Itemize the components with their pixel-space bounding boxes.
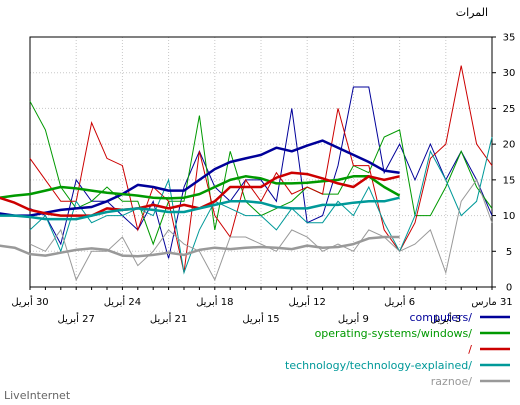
brand-label: LiveInternet — [4, 389, 71, 402]
legend-label: computers/ — [410, 311, 473, 324]
x-ticks: 31 مارس 6 أبريل 12 أبريل 18 أبريل 24 أبريل 30… — [11, 287, 513, 325]
legend-label: technology/technology-explained/ — [285, 359, 472, 372]
x-tick-label: 30 أبريل — [11, 295, 48, 308]
legend: computers/operating-systems/windows/ / tec… — [285, 311, 510, 388]
series-trend-line — [0, 139, 400, 217]
x-tick-label: 6 أبريل — [384, 295, 415, 308]
x-tick-label: 3 أبريل — [430, 312, 461, 325]
y-tick-label: 30 — [503, 68, 516, 79]
y-tick-label: 0 — [506, 283, 512, 294]
legend-label: / — [468, 343, 472, 356]
x-tick-label: 27 أبريل — [58, 312, 95, 325]
series-trend-line — [0, 235, 400, 258]
y-tick-label: 5 — [506, 247, 512, 258]
series-daily-line — [29, 178, 493, 282]
legend-label: operating-systems/windows/ — [315, 327, 473, 340]
x-tick-label: 15 أبريل — [242, 312, 279, 325]
y-axis-label: المرات — [456, 6, 488, 19]
y-tick-label: 20 — [503, 140, 516, 151]
x-tick-label: 21 أبريل — [150, 312, 187, 325]
legend-label: raznoe/ — [431, 375, 473, 388]
series-layer — [0, 65, 493, 282]
y-tick-label: 35 — [503, 33, 516, 44]
x-tick-label: 12 أبريل — [289, 295, 326, 308]
y-tick-label: 15 — [503, 175, 516, 186]
y-tick-label: 25 — [503, 104, 516, 115]
x-tick-label: 31 مارس — [471, 297, 512, 308]
y-ticks: 0 5 10 15 20 25 30 35 — [492, 33, 515, 294]
y-tick-label: 10 — [503, 211, 516, 222]
series-daily-line — [29, 65, 493, 273]
x-tick-label: 24 أبريل — [104, 295, 141, 308]
x-tick-label: 9 أبريل — [338, 312, 369, 325]
series-daily-line — [29, 136, 493, 275]
series-trend-line — [0, 196, 400, 221]
x-tick-label: 18 أبريل — [196, 295, 233, 308]
series-trend-line — [0, 171, 400, 217]
